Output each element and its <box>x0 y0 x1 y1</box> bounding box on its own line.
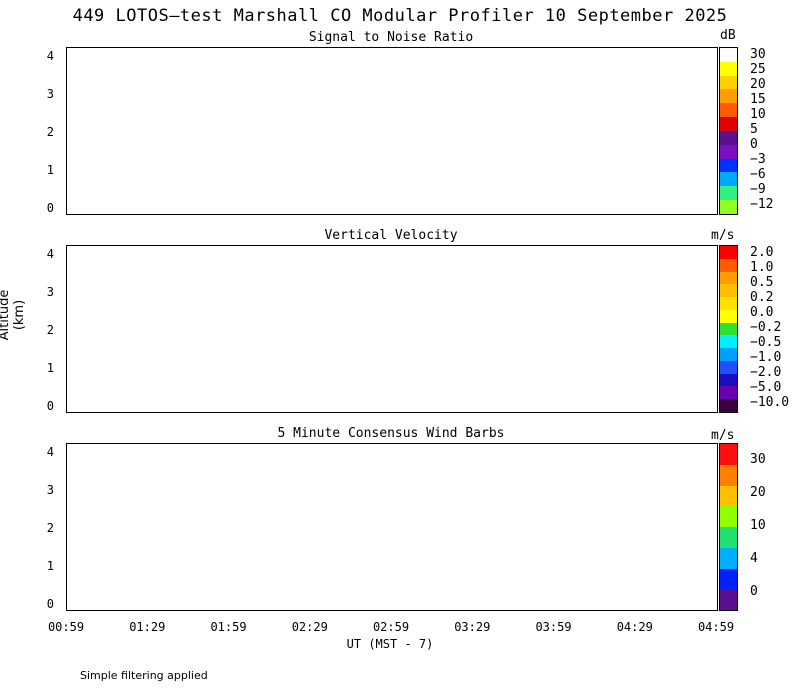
snr-panel <box>66 47 718 215</box>
panel-title-snr: Signal to Noise Ratio <box>308 30 474 45</box>
panel-title-wind-barbs: 5 Minute Consensus Wind Barbs <box>277 426 505 441</box>
panel-title-vertical-velocity: Vertical Velocity <box>324 228 458 243</box>
vertical-velocity-panel <box>66 245 718 413</box>
chart-title: 449 LOTOS—test Marshall CO Modular Profi… <box>72 6 728 26</box>
